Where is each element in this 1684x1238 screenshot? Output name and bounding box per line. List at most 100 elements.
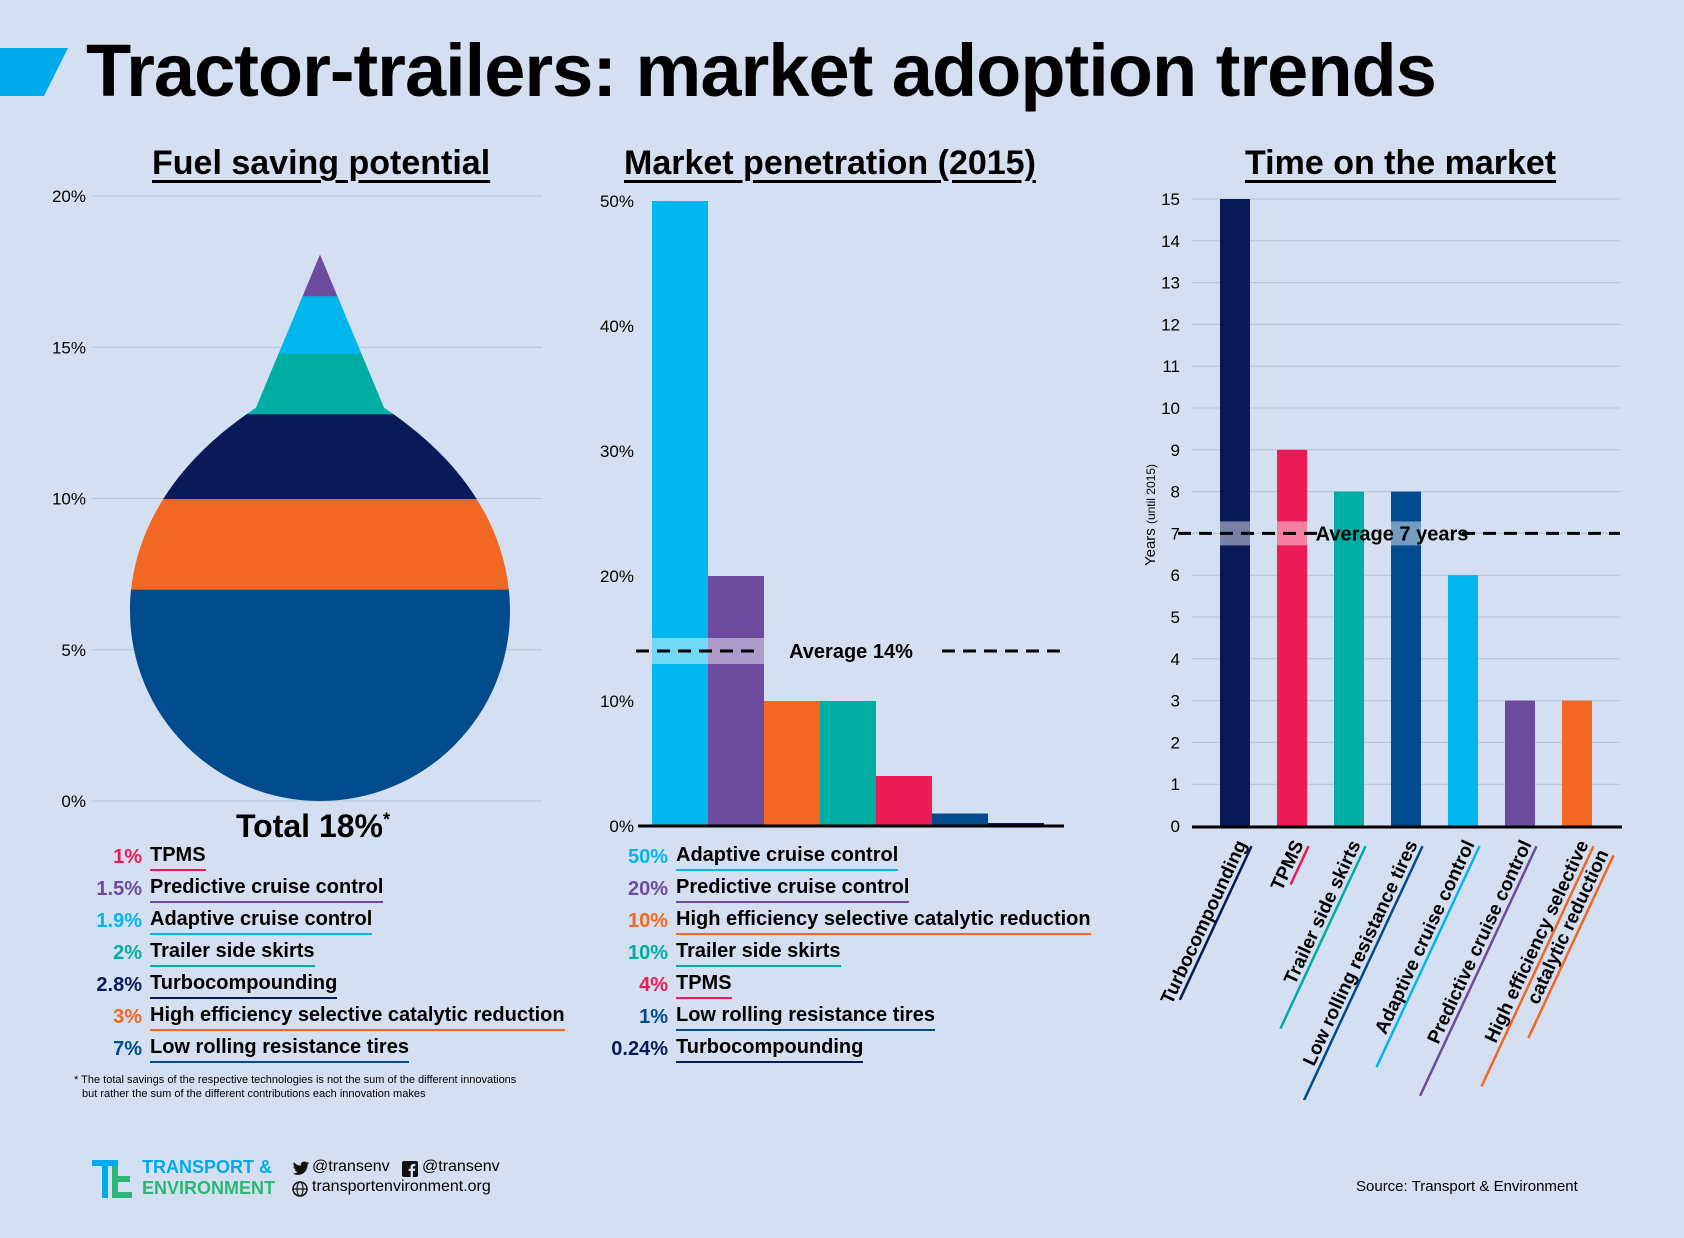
fuel-saving-legend: 1% TPMS 1.5% Predictive cruise control 1.9% A… <box>0 842 565 1072</box>
x-tick-label: Predictive cruise control <box>1424 837 1537 1047</box>
x-label-underline <box>1178 845 1253 1001</box>
y-axis-label-main: Years <box>1142 524 1159 566</box>
facebook-handle[interactable]: @transenv <box>422 1158 500 1175</box>
x-label-underline <box>1375 845 1481 1068</box>
bar-tpms <box>876 776 932 826</box>
y-tick-label: 30% <box>600 442 634 461</box>
drop-segment-turbo <box>130 413 510 499</box>
drop-segment-tpms <box>100 220 540 251</box>
bar-scr <box>1562 700 1592 826</box>
x-label-underline <box>1480 845 1595 1087</box>
y-tick-label: 14 <box>1161 232 1180 251</box>
twitter-icon <box>292 1161 310 1175</box>
legend-value: 1.9% <box>96 910 142 932</box>
y-tick-label: 3 <box>1171 692 1180 711</box>
y-tick-label: 9 <box>1171 441 1180 460</box>
legend-row: 2% Trailer side skirts <box>0 938 560 968</box>
y-tick-label: 10 <box>1161 399 1180 418</box>
x-tick-label: TPMS <box>1267 837 1308 894</box>
y-tick-label: 15% <box>52 338 86 357</box>
y-tick-label: 0 <box>1171 817 1180 836</box>
bar-predictive <box>708 576 764 826</box>
y-tick-label: 5 <box>1171 608 1180 627</box>
total-label: Total 18%* <box>236 808 390 845</box>
legend-value: 20% <box>627 878 668 900</box>
legend-row: 0.24% Turbocompounding <box>560 1034 1080 1064</box>
legend-value: 50% <box>627 846 668 868</box>
legend-name: Predictive cruise control <box>150 874 384 903</box>
bar-predictive <box>1505 700 1535 826</box>
drop-segment-skirts <box>130 353 510 415</box>
x-category-label: Adaptive cruise control <box>1371 837 1481 1068</box>
average-label: Average 7 years <box>1316 523 1469 545</box>
y-tick-label: 10% <box>600 692 634 711</box>
y-tick-label: 13 <box>1161 274 1180 293</box>
average-highlight <box>1391 521 1421 546</box>
y-tick-label: 1 <box>1171 775 1180 794</box>
y-tick-label: 20% <box>52 187 86 206</box>
bar-adaptive <box>652 201 708 826</box>
te-logo-icon <box>92 1160 132 1198</box>
drop-segments <box>100 220 540 801</box>
legend-row: 2.8% Turbocompounding <box>0 970 560 1000</box>
x-label-underline <box>1295 845 1424 1100</box>
legend-row: 50% Adaptive cruise control <box>560 842 1080 872</box>
bar-scr <box>764 701 820 826</box>
y-axis-label-sub: (until 2015) <box>1144 464 1158 524</box>
total-asterisk: * <box>383 809 391 830</box>
legend-value: 10% <box>627 910 668 932</box>
facebook-icon <box>402 1161 418 1177</box>
time-on-market-title: Time on the market <box>1245 144 1557 182</box>
legend-row: 1.9% Adaptive cruise control <box>0 906 560 936</box>
x-label-underline <box>1279 845 1367 1030</box>
bar-turbo <box>1220 199 1250 826</box>
y-tick-label: 0% <box>61 792 86 811</box>
page-title: Tractor-trailers: market adoption trends <box>86 29 1437 112</box>
y-axis-label: Years (until 2015) <box>1142 464 1159 566</box>
legend-value: 10% <box>627 942 668 964</box>
legend-name: Low rolling resistance tires <box>676 1002 935 1031</box>
source-note: Source: Transport & Environment <box>1356 1178 1578 1195</box>
legend-name: Adaptive cruise control <box>676 842 899 871</box>
title-marker-icon <box>0 48 68 96</box>
legend-row: 1% Low rolling resistance tires <box>560 1002 1080 1032</box>
legend-row: 20% Predictive cruise control <box>560 874 1080 904</box>
bar-skirts <box>1334 491 1364 826</box>
globe-icon <box>292 1181 308 1197</box>
y-tick-label: 5% <box>61 641 86 660</box>
y-tick-label: 40% <box>600 317 634 336</box>
y-tick-label: 11 <box>1162 357 1180 376</box>
market-penetration-title: Market penetration (2015) <box>624 144 1036 182</box>
y-tick-label: 20% <box>600 567 634 586</box>
bar-adaptive <box>1448 575 1478 826</box>
market-penetration-chart: 0% 10% 20% 30% 40% 50% Average 14% <box>600 192 1066 836</box>
y-tick-label: 15 <box>1161 190 1180 209</box>
legend-row: 1% TPMS <box>0 842 560 872</box>
x-category-label: Turbocompounding <box>1157 837 1253 1007</box>
legend-value: 3% <box>113 1006 142 1028</box>
legend-name: Trailer side skirts <box>150 938 315 967</box>
legend-value: 7% <box>113 1038 142 1060</box>
website-link[interactable]: transportenvironment.org <box>312 1178 491 1195</box>
drop-segment-adaptive <box>130 295 510 354</box>
drop-segment-tires <box>130 589 510 801</box>
y-tick-label: 8 <box>1171 483 1180 502</box>
bar-skirts <box>820 701 876 826</box>
total-value: Total 18% <box>236 808 383 844</box>
twitter-handle[interactable]: @transenv <box>312 1158 390 1175</box>
legend-row: 10% Trailer side skirts <box>560 938 1080 968</box>
fuel-saving-chart: 0% 5% 10% 15% 20% <box>52 187 542 811</box>
fuel-saving-title: Fuel saving potential <box>152 144 491 182</box>
legend-row: 4% TPMS <box>560 970 1080 1000</box>
y-tick-label: 4 <box>1171 650 1180 669</box>
x-label-underline <box>1527 854 1615 1039</box>
legend-name: Trailer side skirts <box>676 938 841 967</box>
x-tick-label: Low rolling resistance tires <box>1300 837 1423 1069</box>
legend-value: 4% <box>639 974 668 996</box>
y-tick-label: 6 <box>1171 566 1180 585</box>
legend-name: TPMS <box>676 970 732 999</box>
x-tick-label: Adaptive cruise control <box>1371 837 1479 1037</box>
legend-value: 2.8% <box>96 974 142 996</box>
legend-value: 1% <box>639 1006 668 1028</box>
